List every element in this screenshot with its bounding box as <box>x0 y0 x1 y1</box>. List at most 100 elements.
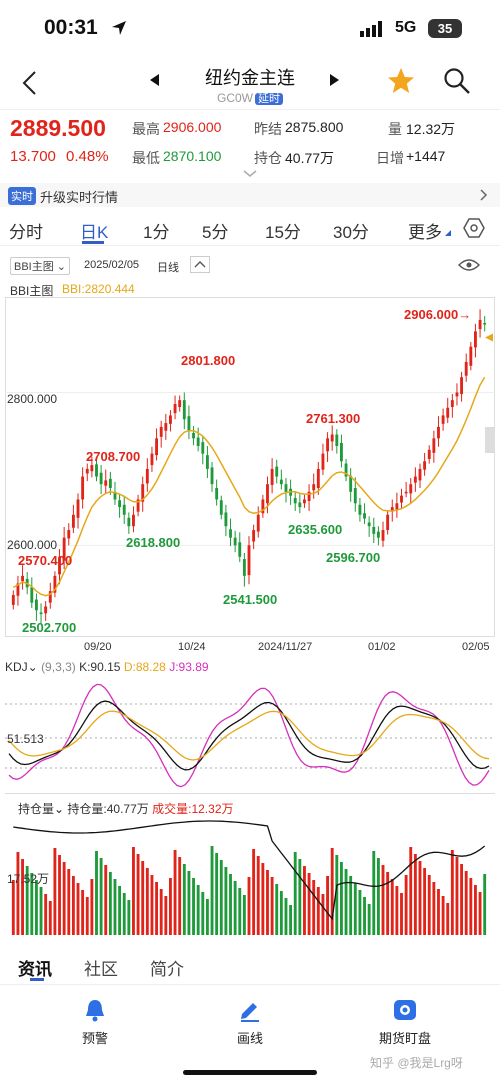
candle-body <box>363 513 366 519</box>
tab-daily[interactable]: 日K <box>80 223 109 242</box>
volume-bar <box>335 855 339 935</box>
bottom-toolbar: 预警 画线 期货盯盘 知乎 @我是Lrg呀 <box>0 986 500 1082</box>
candlestick-chart[interactable] <box>5 297 495 637</box>
tab-community[interactable]: 社区 <box>84 960 118 979</box>
candle-body <box>71 514 75 528</box>
daily-change-value: +1447 <box>406 148 446 164</box>
chevron-right-icon <box>480 189 488 201</box>
tab-intro[interactable]: 简介 <box>150 960 184 979</box>
candle-body <box>266 484 269 504</box>
search-icon[interactable] <box>443 67 471 95</box>
volume-value: 12.32万 <box>406 121 456 137</box>
indicator-selector[interactable]: BBI主图 ⌄ <box>10 257 71 275</box>
volume-bar <box>252 849 256 935</box>
kdj-chart <box>5 683 495 794</box>
network-type: 5G <box>395 19 417 36</box>
y-tick-2800: 2800.000 <box>7 392 58 406</box>
candle-body <box>233 537 237 546</box>
candle-body <box>474 331 477 348</box>
volume-bar <box>289 905 293 935</box>
star-icon[interactable] <box>387 67 415 95</box>
draw-button[interactable]: 画线 <box>200 992 300 1050</box>
volume-bar <box>464 871 468 935</box>
x-tick-0102: 01/02 <box>368 641 396 653</box>
candle-body <box>321 453 325 470</box>
candle-body <box>67 530 71 539</box>
bell-icon <box>86 1000 104 1022</box>
volume-bar <box>423 868 427 935</box>
tab-news[interactable]: 资讯 <box>18 960 52 979</box>
volume-bar <box>192 878 195 935</box>
candle-body <box>11 594 15 605</box>
volume-bar <box>270 877 274 935</box>
volume-bar <box>279 891 283 935</box>
kdj-d-line <box>8 710 490 761</box>
candle-body <box>316 468 320 489</box>
realtime-upgrade-banner[interactable]: 实时 升级实时行情 <box>0 183 500 207</box>
candle-body <box>349 475 353 492</box>
kdj-k-line <box>8 700 490 771</box>
volume-bar <box>122 893 126 935</box>
volume-bar <box>381 865 385 935</box>
collapse-button[interactable] <box>190 256 210 273</box>
volume-bar <box>275 884 279 935</box>
futures-watch-button[interactable]: 期货盯盘 <box>355 992 455 1050</box>
settings-hex-icon[interactable] <box>463 217 485 239</box>
candle-body <box>293 497 297 504</box>
volume-bar <box>95 851 98 935</box>
candle-body <box>76 499 80 518</box>
volume-bar <box>339 862 343 935</box>
kdj-k: K:90.15 <box>79 660 121 674</box>
period-tabs: 分时 日K 1分 5分 15分 30分 更多 <box>0 210 500 246</box>
oi-legend[interactable]: 持仓量⌄ 持仓量:40.77万 成交量:12.32万 <box>18 802 234 816</box>
open-interest-label: 持仓 <box>254 150 282 166</box>
candle-body <box>279 479 283 485</box>
prev-settle-label: 昨结 <box>254 121 282 137</box>
candle-body <box>450 400 454 408</box>
volume-bar <box>145 868 149 935</box>
back-icon[interactable] <box>20 70 40 96</box>
volume-bar <box>178 857 182 935</box>
prev-contract-icon[interactable] <box>150 74 160 86</box>
candle-body <box>192 433 195 439</box>
status-bar: 00:31 5G 35 <box>0 0 500 58</box>
tab-intraday[interactable]: 分时 <box>9 223 43 242</box>
volume-bar <box>409 847 413 935</box>
candle-body <box>132 514 135 527</box>
kdj-legend[interactable]: KDJ⌄ (9,3,3) K:90.15 D:88.28 J:93.89 <box>5 660 209 674</box>
volume-bar <box>224 867 228 935</box>
volume-bar <box>30 873 34 935</box>
next-contract-icon[interactable] <box>330 74 340 86</box>
volume-bar <box>187 871 191 935</box>
candle-body <box>210 467 214 485</box>
chart-frame <box>5 297 495 637</box>
alert-button[interactable]: 预警 <box>45 992 145 1050</box>
volume-panel-value: 成交量:12.32万 <box>152 802 234 816</box>
tab-more[interactable]: 更多 <box>408 223 442 242</box>
alert-label: 预警 <box>81 1031 108 1046</box>
volume-bar <box>432 882 436 935</box>
tab-30min[interactable]: 30分 <box>333 223 369 242</box>
candle-body <box>307 491 311 501</box>
volume-bar <box>460 864 464 935</box>
volume-bar <box>363 897 366 935</box>
volume-bar <box>261 863 265 935</box>
candle-body <box>252 530 256 542</box>
tab-5min[interactable]: 5分 <box>202 223 229 242</box>
annot-2618: 2618.800 <box>126 535 181 550</box>
volume-bar <box>71 876 75 935</box>
tab-15min[interactable]: 15分 <box>265 223 301 242</box>
candle-body <box>238 542 242 557</box>
eye-icon[interactable] <box>458 258 480 272</box>
candle-body <box>58 556 61 575</box>
candle-body <box>460 377 464 395</box>
tab-1min[interactable]: 1分 <box>143 223 170 242</box>
high-label: 最高 <box>132 121 160 137</box>
volume-bar <box>372 851 376 935</box>
chart-date: 2025/02/05 <box>84 259 140 271</box>
volume-bar <box>150 875 154 935</box>
candle-body <box>141 484 145 502</box>
expand-icon[interactable] <box>243 170 257 178</box>
annot-2596: 2596.700 <box>326 550 381 565</box>
volume-bar <box>118 886 122 935</box>
